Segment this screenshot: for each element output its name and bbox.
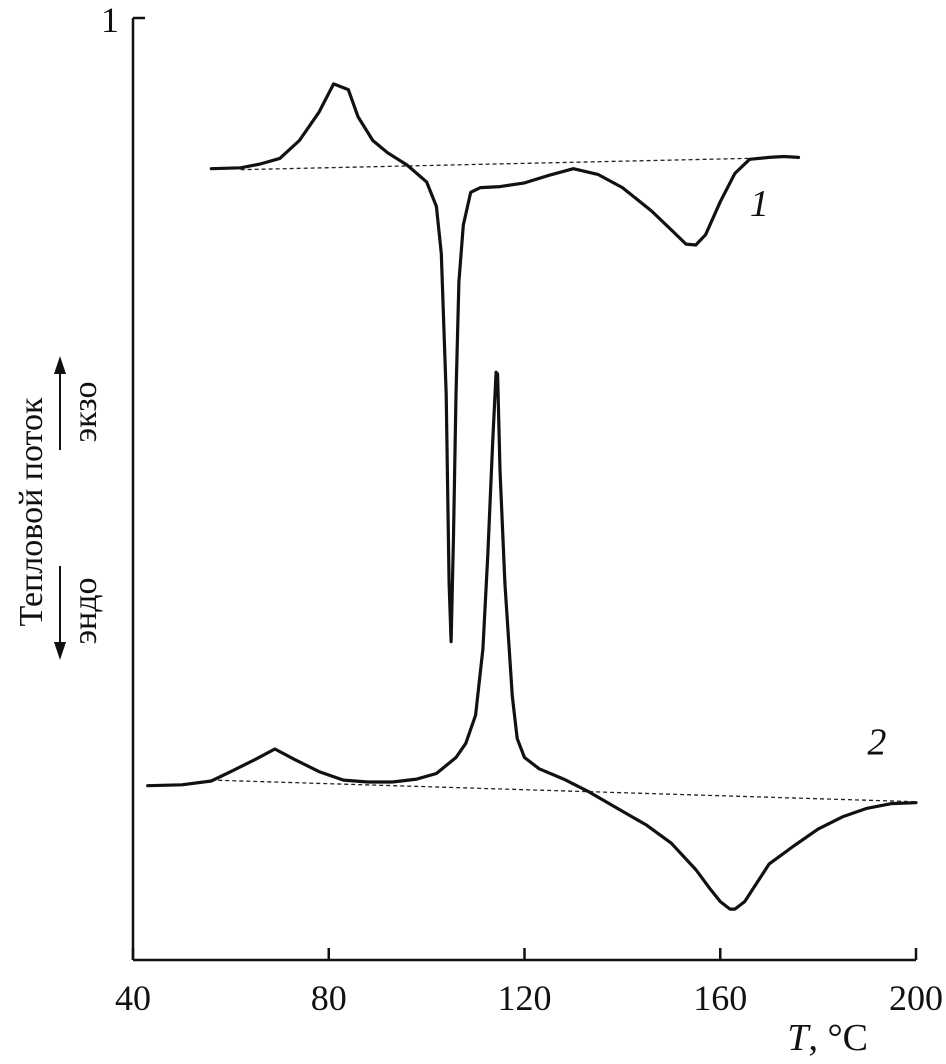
x-tick-label: 40 <box>115 978 151 1018</box>
baselines <box>211 157 917 803</box>
baseline-series-2 <box>211 779 917 803</box>
x-tick-label: 160 <box>693 978 747 1018</box>
series-lines <box>146 82 918 911</box>
x-tick-label: 80 <box>311 978 347 1018</box>
x-tick-label: 120 <box>498 978 552 1018</box>
x-axis-unit: , °C <box>808 1017 868 1059</box>
axes: 1 <box>101 0 916 962</box>
series-line-1 <box>209 82 801 644</box>
curve-labels: 12 <box>750 183 886 764</box>
x-axis-ticks: 40 80 120 160 200 <box>115 948 943 1018</box>
baseline-series-1 <box>240 157 750 171</box>
y-axis-title-group: Тепловой поток экзо эндо <box>13 356 104 660</box>
x-axis-variable: T <box>787 1017 811 1059</box>
curve-label-1: 1 <box>750 183 769 225</box>
y-axis-top-tick-label: 1 <box>101 0 119 40</box>
curve-label-2: 2 <box>867 722 886 764</box>
direction-down-arrow-icon <box>54 566 66 660</box>
direction-up-arrow-icon <box>54 356 66 450</box>
direction-down-label: эндо <box>67 577 104 644</box>
direction-up-label: экзо <box>67 382 104 443</box>
y-axis-title: Тепловой поток <box>13 397 50 626</box>
x-axis-title: T, °C <box>787 1017 868 1059</box>
x-tick-label: 200 <box>889 978 943 1018</box>
series-line-2 <box>146 370 918 911</box>
